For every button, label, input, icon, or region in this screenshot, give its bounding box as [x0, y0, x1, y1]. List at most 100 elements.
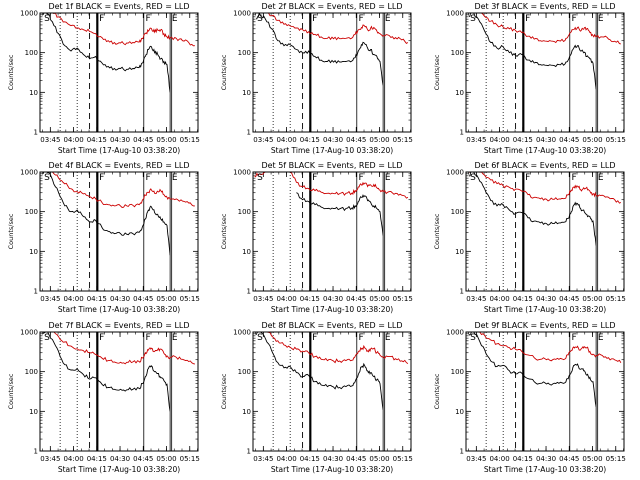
plot-frame: [252, 331, 412, 452]
x-tick-label: 04:30: [536, 455, 556, 463]
x-tick-label: 05:00: [582, 455, 602, 463]
chart-panel-6: Det 6f BLACK = Events, RED = LLD Counts/s…: [433, 161, 626, 314]
chart-panel-2: Det 2f BLACK = Events, RED = LLD Counts/s…: [220, 2, 413, 155]
x-tick-label: 04:15: [87, 136, 107, 144]
event-marker-s: S: [44, 14, 50, 24]
series-group: [255, 332, 409, 410]
x-tick-label: 04:30: [323, 295, 343, 303]
chart-title: Det 4f BLACK = Events, RED = LLD: [48, 161, 189, 170]
lld-series-line: [469, 332, 622, 363]
chart-panel-5: Det 5f BLACK = Events, RED = LLD Counts/s…: [220, 161, 413, 314]
y-tick-label: 1000: [233, 169, 251, 177]
event-marker-f: F: [359, 14, 364, 24]
event-marker-f: F: [146, 333, 151, 343]
y-tick-label: 1000: [20, 329, 38, 337]
plot-frame: [39, 171, 199, 292]
chart-panel-3: Det 3f BLACK = Events, RED = LLD Counts/s…: [433, 2, 626, 155]
y-tick-label: 10: [455, 248, 464, 256]
y-tick-label: 10: [29, 248, 38, 256]
x-tick-label: 05:00: [369, 455, 389, 463]
lld-series-line: [468, 172, 622, 204]
x-tick-label: 03:45: [466, 455, 486, 463]
x-tick-label: 04:45: [559, 136, 579, 144]
x-tick-label: 03:45: [40, 455, 60, 463]
event-marker-f: F: [572, 333, 577, 343]
chart-panel-7: Det 7f BLACK = Events, RED = LLD Counts/s…: [7, 321, 200, 474]
x-tick-label: 03:45: [253, 455, 273, 463]
x-tick-label: 04:00: [489, 136, 509, 144]
x-tick-label: 04:30: [110, 295, 130, 303]
x-tick-label: 05:15: [393, 455, 413, 463]
x-tick-label: 04:00: [63, 295, 83, 303]
x-tick-label: 04:45: [133, 295, 153, 303]
event-marker-f: F: [525, 14, 530, 24]
series-group: [254, 172, 409, 236]
events-series-line: [468, 332, 597, 407]
event-marker-s: S: [470, 14, 476, 24]
x-tick-label: 05:15: [393, 136, 413, 144]
y-axis-label: Counts/sec: [220, 54, 228, 90]
y-axis-label: Counts/sec: [7, 373, 15, 409]
y-tick-label: 1: [460, 288, 464, 296]
x-tick-label: 04:15: [87, 295, 107, 303]
chart-title: Det 2f BLACK = Events, RED = LLD: [261, 2, 402, 11]
x-tick-label: 03:45: [40, 136, 60, 144]
y-tick-label: 1000: [233, 329, 251, 337]
x-tick-label: 04:00: [63, 455, 83, 463]
plot-frame: [39, 12, 199, 133]
x-tick-label: 05:15: [606, 136, 626, 144]
event-marker-f: F: [312, 333, 317, 343]
y-tick-label: 1: [34, 129, 38, 137]
chart-panel-8: Det 8f BLACK = Events, RED = LLD Counts/s…: [220, 321, 413, 474]
lld-series-line: [469, 13, 622, 45]
x-axis-label: Start Time (17-Aug-10 03:38:20): [58, 465, 180, 474]
x-axis-label: Start Time (17-Aug-10 03:38:20): [484, 465, 606, 474]
x-tick-label: 03:45: [253, 136, 273, 144]
x-tick-label: 05:00: [369, 136, 389, 144]
event-marker-f: F: [99, 173, 104, 183]
x-tick-label: 04:30: [536, 295, 556, 303]
x-tick-label: 04:00: [276, 295, 296, 303]
lld-series-line: [254, 172, 409, 199]
y-tick-label: 100: [238, 368, 251, 376]
events-series-line: [42, 332, 171, 412]
y-tick-label: 10: [29, 408, 38, 416]
event-marker-f: F: [572, 173, 577, 183]
y-tick-label: 100: [25, 368, 38, 376]
x-tick-label: 03:45: [253, 295, 273, 303]
y-axis-label: Counts/sec: [220, 213, 228, 249]
x-tick-label: 04:45: [559, 295, 579, 303]
y-axis-label: Counts/sec: [7, 213, 15, 249]
x-tick-label: 04:45: [133, 136, 153, 144]
x-tick-label: 04:45: [133, 455, 153, 463]
series-group: [255, 13, 409, 86]
event-marker-e: E: [172, 173, 178, 183]
event-marker-s: S: [44, 333, 50, 343]
chart-title: Det 5f BLACK = Events, RED = LLD: [261, 161, 402, 170]
x-tick-label: 04:15: [300, 455, 320, 463]
y-tick-label: 1000: [20, 169, 38, 177]
series-group: [468, 172, 622, 246]
y-tick-label: 1000: [446, 329, 464, 337]
x-tick-label: 04:00: [276, 455, 296, 463]
x-tick-label: 05:15: [180, 295, 200, 303]
series-group: [42, 13, 195, 93]
y-tick-label: 100: [238, 208, 251, 216]
lld-series-line: [256, 13, 409, 44]
event-marker-f: F: [146, 173, 151, 183]
chart-panel-1: Det 1f BLACK = Events, RED = LLD Counts/s…: [7, 2, 200, 155]
y-axis-label: Counts/sec: [433, 213, 441, 249]
event-marker-e: E: [598, 14, 604, 24]
plot-frame: [252, 12, 412, 133]
event-marker-f: F: [99, 14, 104, 24]
series-group: [42, 332, 196, 412]
x-tick-label: 04:00: [489, 295, 509, 303]
event-marker-f: F: [146, 14, 151, 24]
x-tick-label: 04:00: [489, 455, 509, 463]
chart-title: Det 1f BLACK = Events, RED = LLD: [48, 2, 189, 11]
x-tick-label: 04:45: [346, 136, 366, 144]
event-marker-e: E: [172, 14, 178, 24]
y-tick-label: 1: [247, 448, 251, 456]
event-marker-f: F: [312, 14, 317, 24]
